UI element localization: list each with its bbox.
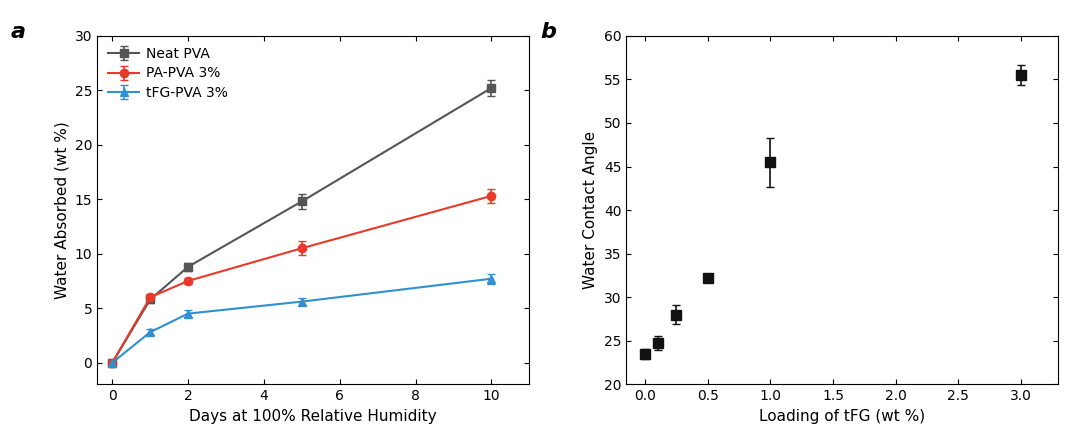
Legend: Neat PVA, PA-PVA 3%, tFG-PVA 3%: Neat PVA, PA-PVA 3%, tFG-PVA 3%: [104, 43, 232, 104]
Y-axis label: Water Contact Angle: Water Contact Angle: [583, 131, 598, 289]
Text: a: a: [11, 22, 26, 42]
Y-axis label: Water Absorbed (wt %): Water Absorbed (wt %): [54, 121, 69, 299]
X-axis label: Days at 100% Relative Humidity: Days at 100% Relative Humidity: [189, 409, 437, 424]
Text: b: b: [540, 22, 556, 42]
X-axis label: Loading of tFG (wt %): Loading of tFG (wt %): [759, 409, 926, 424]
